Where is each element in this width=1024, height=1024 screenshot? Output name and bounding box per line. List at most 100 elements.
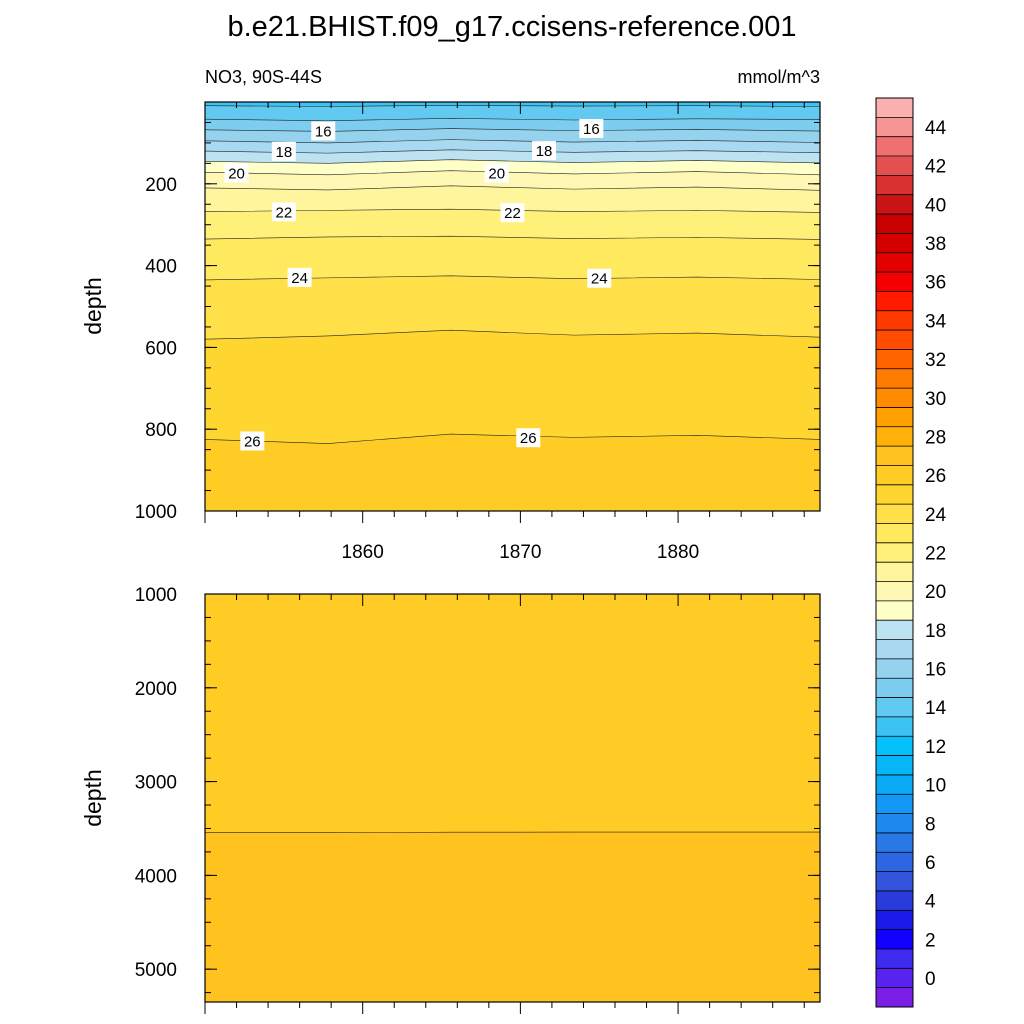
colorbar-swatch: [876, 562, 913, 582]
contour-line: [205, 831, 820, 834]
contour-label-box: [500, 203, 525, 223]
colorbar-swatch: [876, 233, 913, 254]
colorbar-swatch: [876, 272, 913, 292]
contour-label: 22: [271, 202, 296, 222]
colorbar-swatch: [876, 948, 913, 969]
colorbar-swatch: [876, 465, 913, 486]
colorbar-swatch: [876, 832, 913, 853]
x-tick-label: 1870: [499, 542, 541, 563]
colorbar-label: 4: [925, 892, 936, 913]
contour-band: [205, 832, 820, 1002]
colorbar-swatch: [876, 446, 913, 466]
lower-contour-lines: [205, 831, 820, 834]
colorbar-label: 20: [925, 582, 946, 603]
colorbar-label: 28: [925, 427, 946, 448]
colorbar-swatch: [876, 736, 913, 756]
figure-title: b.e21.BHIST.f09_g17.ccisens-reference.00…: [227, 11, 796, 43]
colorbar-frame: [875, 97, 914, 1008]
contour-label-text: 16: [315, 123, 332, 140]
colorbar-swatch: [876, 987, 913, 1008]
colorbar-swatch: [876, 678, 913, 698]
contour-label: 16: [311, 121, 336, 141]
lower-axis-ticks: 1000 2000 3000 4000 5000: [135, 585, 820, 1014]
colorbar-swatch: [876, 504, 913, 524]
y-tick-label: 5000: [135, 960, 177, 981]
contour-label-box: [311, 121, 336, 141]
colorbar-swatch: [876, 426, 913, 447]
colorbar-swatch: [876, 581, 913, 602]
contour-label-text: 22: [276, 204, 293, 221]
colorbar-swatch: [876, 194, 913, 215]
contour-label-box: [287, 267, 312, 287]
colorbar-swatch: [876, 407, 913, 428]
colorbar-swatch: [876, 368, 913, 389]
colorbar-label: 12: [925, 737, 946, 758]
colorbar-label: 34: [925, 311, 947, 332]
colorbar-label: 26: [925, 466, 946, 487]
contour-line: [205, 118, 820, 122]
colorbar-swatch: [876, 542, 913, 563]
colorbar-swatch: [876, 755, 913, 776]
contour-label: 18: [532, 141, 557, 161]
upper-y-axis-label: depth: [80, 277, 106, 335]
contour-label-text: 24: [591, 271, 608, 288]
colorbar-label: 32: [925, 350, 946, 371]
contour-label-text: 26: [244, 433, 261, 450]
contour-label-text: 16: [583, 121, 600, 138]
contour-label-box: [532, 141, 557, 161]
contour-line: [205, 235, 820, 240]
y-tick-label: 3000: [135, 773, 177, 794]
contour-line: [205, 139, 820, 144]
colorbar-swatch: [876, 774, 913, 795]
y-tick-label: 4000: [135, 866, 177, 887]
colorbar-swatch: [876, 98, 913, 118]
contour-line: [205, 159, 820, 164]
colorbar-swatch: [876, 929, 913, 950]
colorbar-label: 30: [925, 389, 946, 410]
colorbar-label: 6: [925, 853, 936, 874]
colorbar-swatch: [876, 871, 913, 892]
contour-label: 16: [579, 118, 604, 138]
contour-label-text: 18: [536, 143, 553, 160]
contour-label-text: 24: [291, 270, 308, 287]
contour-label-text: 18: [276, 144, 293, 161]
colorbar-swatch: [876, 852, 913, 873]
y-tick-label: 1000: [135, 585, 177, 606]
colorbar-swatch: [876, 697, 913, 718]
contour-band: [205, 434, 820, 511]
contour-label: 26: [240, 431, 265, 451]
colorbar-swatch: [876, 484, 913, 505]
right-subtitle: mmol/m^3: [738, 67, 820, 87]
colorbar-swatch: [876, 620, 913, 640]
colorbar-swatch: [876, 716, 913, 737]
colorbar-swatch: [876, 349, 913, 370]
colorbar-label: 0: [925, 969, 936, 990]
lower-panel: 1000 2000 3000 4000 5000 depth: [80, 585, 821, 1014]
y-tick-label: 400: [145, 257, 177, 278]
contour-label: 24: [587, 268, 612, 288]
y-tick-label: 200: [145, 175, 177, 196]
colorbar-swatch: [876, 813, 913, 834]
upper-contour-labels: 16 16 18 18 20 20 22 22 24 24 26 26: [224, 118, 612, 451]
contour-label-text: 20: [228, 166, 245, 183]
y-tick-label: 800: [145, 420, 177, 441]
colorbar-label: 36: [925, 273, 946, 294]
colorbar-swatch: [876, 639, 913, 660]
upper-axis-ticks: 200 400 600 800 1000 1860 1870 1880: [135, 101, 820, 563]
colorbar-swatch: [876, 910, 913, 931]
left-subtitle: NO3, 90S-44S: [205, 67, 322, 87]
contour-line: [205, 433, 820, 444]
colorbar-label: 22: [925, 544, 946, 565]
colorbar-label: 42: [925, 157, 946, 178]
colorbar: 0246810121416182022242628303234363840424…: [875, 97, 947, 1008]
contour-line: [205, 104, 820, 107]
contour-line: [205, 329, 820, 340]
x-tick-label: 1880: [657, 542, 699, 563]
upper-filled-contours: [205, 102, 820, 511]
colorbar-label: 8: [925, 814, 936, 835]
y-tick-label: 2000: [135, 679, 177, 700]
contour-label: 20: [224, 163, 249, 183]
colorbar-swatch: [876, 117, 913, 138]
x-tick-label: 1860: [342, 542, 384, 563]
contour-label: 22: [500, 203, 525, 223]
